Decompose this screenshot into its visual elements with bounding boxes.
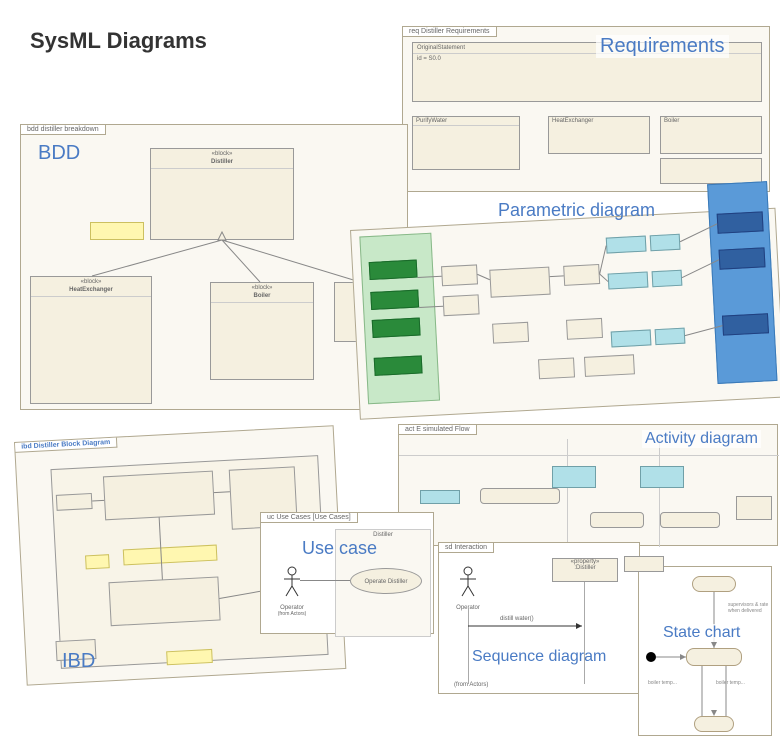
req-block-title: HeatExchanger xyxy=(549,117,649,125)
param-box-8 xyxy=(584,354,635,377)
sequence-message-text: distill water() xyxy=(500,616,534,622)
bdd-name: HeatExchanger xyxy=(31,287,151,293)
param-box-6 xyxy=(566,318,603,340)
sequence-header: sd Interaction xyxy=(439,543,494,553)
usecase-connector xyxy=(300,580,350,581)
bdd-stereotype: «block» xyxy=(151,149,293,159)
param-output-2 xyxy=(719,247,766,269)
param-box-2 xyxy=(443,294,480,316)
state-text-3: boiler temp... xyxy=(716,680,772,686)
sequence-lifeline-box: «property» :Distiller xyxy=(552,558,618,582)
bdd-stereotype: «block» xyxy=(211,283,313,293)
state-text-2: boiler temp... xyxy=(648,680,704,686)
param-input-3 xyxy=(372,317,421,337)
requirements-header: req Distiller Requirements xyxy=(403,27,497,37)
param-box-4 xyxy=(563,264,600,286)
bdd-name: Boiler xyxy=(211,293,313,299)
state-2 xyxy=(686,648,742,666)
activity-cyan-2 xyxy=(552,466,596,488)
activity-box-2 xyxy=(590,512,644,528)
activity-cyan-1 xyxy=(420,490,460,504)
activity-box-3 xyxy=(660,512,720,528)
actor-icon xyxy=(458,566,478,600)
param-output-3 xyxy=(722,313,769,335)
initial-state xyxy=(646,652,656,662)
lifeline-name: :Distiller xyxy=(553,565,617,571)
bdd-note xyxy=(90,222,144,240)
bdd-heatexchanger: «block» HeatExchanger xyxy=(30,276,152,404)
activity-header: act E simulated Flow xyxy=(399,425,477,435)
ibd-note-1 xyxy=(85,554,110,569)
ibd-port-1 xyxy=(56,493,93,511)
param-box-1 xyxy=(441,264,478,286)
usecase-oval-label: Operate Distiller xyxy=(351,569,421,595)
actor-icon xyxy=(282,566,302,600)
requirements-label: Requirements xyxy=(596,35,729,58)
actor-sublabel: (from Actors) xyxy=(267,611,317,617)
req-block-boiler: Boiler xyxy=(660,116,762,154)
bdd-label: BDD xyxy=(38,142,80,165)
param-input-1 xyxy=(369,260,418,280)
param-cyan-6 xyxy=(655,328,686,346)
state-1 xyxy=(692,576,736,592)
usecase-oval: Operate Distiller xyxy=(350,568,422,594)
param-input-2 xyxy=(370,290,419,310)
sequence-actor: Operator xyxy=(458,566,488,611)
req-block-title: Boiler xyxy=(661,117,761,125)
ibd-header: ibd Distiller Block Diagram xyxy=(15,438,117,453)
param-box-7 xyxy=(538,357,575,379)
req-block-heatex: HeatExchanger xyxy=(548,116,650,154)
activity-cyan-3 xyxy=(640,466,684,488)
extra-box xyxy=(624,556,664,572)
activity-label: Activity diagram xyxy=(642,430,761,448)
bdd-header: bdd distiller breakdown xyxy=(21,125,106,135)
bdd-stereotype: «block» xyxy=(31,277,151,287)
param-input-4 xyxy=(374,355,423,375)
req-block-title: PurifyWater xyxy=(413,117,519,126)
parametric-panel xyxy=(350,208,780,420)
lifeline-2 xyxy=(584,582,585,684)
bdd-distiller: «block» Distiller xyxy=(150,148,294,240)
param-box-5 xyxy=(492,322,529,344)
req-block-purify: PurifyWater xyxy=(412,116,520,170)
param-cyan-2 xyxy=(650,234,681,252)
state-text-1: supervisors & rate when delivered xyxy=(728,602,772,614)
param-box-3 xyxy=(489,267,550,298)
bdd-boiler: «block» Boiler xyxy=(210,282,314,380)
activity-box-4 xyxy=(736,496,772,520)
usecase-label: Use case xyxy=(302,538,377,559)
ibd-label: IBD xyxy=(62,650,95,673)
param-cyan-3 xyxy=(608,271,649,289)
param-output-1 xyxy=(717,211,764,233)
activity-box-1 xyxy=(480,488,560,504)
param-cyan-4 xyxy=(652,270,683,288)
usecase-actor: Operator (from Actors) xyxy=(282,566,317,617)
ibd-inner-1 xyxy=(103,471,215,521)
lifeline-1 xyxy=(468,608,469,684)
param-cyan-1 xyxy=(606,236,647,254)
req-block-extra xyxy=(660,158,762,184)
usecase-header: uc Use Cases [Use Cases] xyxy=(261,513,358,523)
parametric-label: Parametric diagram xyxy=(498,200,655,221)
main-title: SysML Diagrams xyxy=(30,28,207,54)
ibd-note-3 xyxy=(166,649,213,665)
sequence-bottom-text: (from Actors) xyxy=(454,682,488,688)
state-3 xyxy=(694,716,734,732)
ibd-inner-3 xyxy=(108,576,220,626)
bdd-name: Distiller xyxy=(151,159,293,165)
sequence-label: Sequence diagram xyxy=(472,648,606,666)
statechart-label: State chart xyxy=(660,624,743,642)
param-cyan-5 xyxy=(611,329,652,347)
